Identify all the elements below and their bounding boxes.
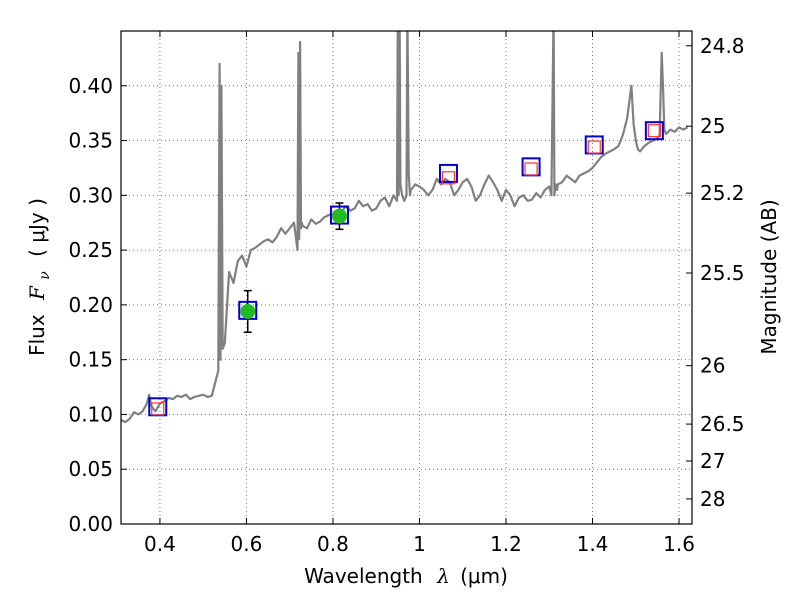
measured-point: [331, 208, 347, 224]
y-tick-label: 0.15: [68, 348, 113, 372]
y-axis-label-unit: ( μJy ): [25, 198, 49, 257]
x-tick-label: 0.4: [144, 532, 176, 556]
x-axis-label: Wavelength λ (μm): [304, 564, 508, 588]
x-axis-label-text: Wavelength: [304, 564, 423, 588]
y2-tick-label: 26.5: [700, 412, 745, 436]
y2-tick-label: 25.5: [700, 261, 745, 285]
y2-tick-label: 27: [700, 449, 725, 473]
x-tick-label: 0.8: [317, 532, 349, 556]
spectrum-line: [121, 31, 689, 424]
photometry-point: [329, 202, 349, 231]
y2-tick-label: 24.8: [700, 34, 745, 58]
y-tick-label: 0.40: [68, 74, 113, 98]
y2-axis-label: Magnitude (AB): [757, 199, 781, 354]
photometry-point: [584, 135, 604, 155]
y-axis-label-subscript: ν: [37, 271, 53, 280]
model-inner-marker: [441, 171, 456, 185]
y-tick-label: 0.00: [68, 512, 113, 536]
y-tick-label: 0.10: [68, 402, 113, 426]
x-tick-label: 1.2: [490, 532, 522, 556]
measured-point: [240, 303, 256, 319]
photometry-point: [521, 157, 541, 177]
y-axis-label: Flux F ν ( μJy ): [25, 198, 54, 356]
y2-tick-label: 25: [700, 114, 725, 138]
y-axis-label-symbol: F: [25, 285, 49, 301]
photometry-point: [148, 397, 168, 417]
tick-layer: 0.4 0.6 0.8 1 1.2 1.4 1.6 0.00 0.05 0.10 0.15 0.20 0…: [68, 31, 745, 556]
y-tick-label: 0.20: [68, 293, 113, 317]
model-square-marker: [438, 163, 458, 183]
series-layer: [121, 31, 689, 424]
y2-tick-label: 26: [700, 354, 725, 378]
y-axis-label-text: Flux: [25, 314, 49, 356]
plot-frame: [120, 30, 693, 525]
y-tick-label: 0.25: [68, 238, 113, 262]
x-tick-label: 1: [413, 532, 426, 556]
model-inner-marker: [524, 162, 538, 176]
photometry-point: [238, 289, 258, 334]
y-tick-label: 0.30: [68, 183, 113, 207]
y-tick-label: 0.35: [68, 129, 113, 153]
y-tick-label: 0.05: [68, 457, 113, 481]
model-inner-marker: [587, 140, 601, 154]
x-axis-label-symbol: λ: [436, 564, 450, 588]
x-tick-label: 1.4: [577, 532, 609, 556]
x-tick-label: 1.6: [663, 532, 695, 556]
model-square-marker: [644, 121, 664, 141]
x-tick-label: 0.6: [231, 532, 263, 556]
model-inner-marker: [647, 124, 661, 138]
y2-tick-label: 28: [700, 487, 725, 511]
y2-tick-label: 25.2: [700, 181, 745, 205]
photometry-layer: [148, 121, 664, 417]
x-axis-label-unit: (μm): [460, 564, 508, 588]
photometry-point: [438, 163, 458, 185]
model-inner-marker: [151, 402, 165, 416]
photometry-point: [644, 121, 664, 141]
